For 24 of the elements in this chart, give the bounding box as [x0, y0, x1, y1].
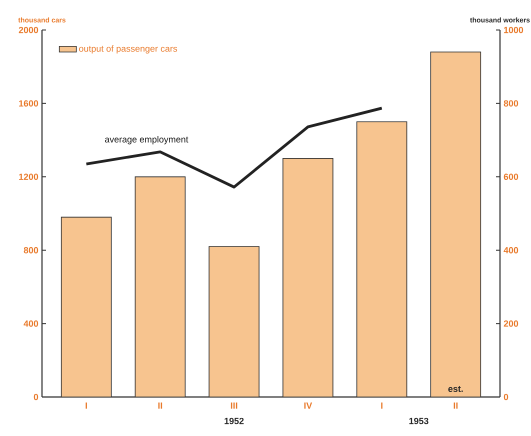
y2-tick-label: 1000	[504, 26, 524, 34]
y-tick-label: 2000	[18, 26, 38, 34]
x-tick-label: I	[381, 402, 382, 409]
legend-label: output of passenger cars	[79, 45, 178, 54]
series-label: average employment	[104, 136, 188, 144]
y2-tick-label: 400	[504, 247, 518, 254]
x-tick-label: I	[86, 402, 87, 409]
x-tick-label: II	[454, 402, 458, 409]
y-tick-label: 800	[24, 247, 38, 254]
line-series	[84, 106, 384, 188]
y-tick-label: 400	[24, 320, 38, 327]
x-tick-label: III	[230, 402, 238, 409]
x-tick-label: II	[158, 402, 162, 409]
y-tick-label: 1600	[19, 100, 38, 107]
y2-tick-label: 800	[504, 100, 518, 107]
text: 1952	[224, 418, 244, 424]
y-tick-label: 0	[34, 394, 38, 400]
y2-tick-label: 0	[504, 394, 508, 400]
y-tick-label: 1200	[19, 174, 38, 180]
text: 1953	[409, 418, 428, 424]
y2-tick-label: 600	[504, 174, 518, 180]
annotation: est.	[448, 386, 463, 392]
y2-tick-label: 200	[504, 320, 518, 327]
x-tick-label: IV	[304, 402, 312, 409]
